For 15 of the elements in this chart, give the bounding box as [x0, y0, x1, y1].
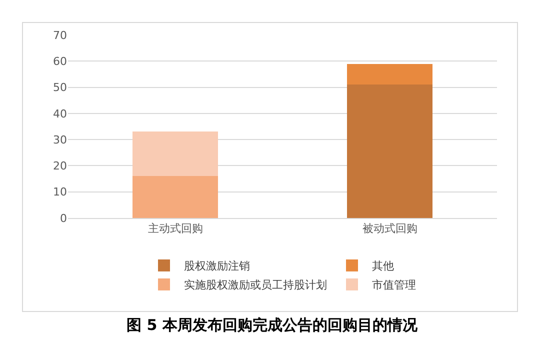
y-tick-label: 20 — [53, 160, 67, 173]
x-tick-label: 被动式回购 — [362, 222, 418, 236]
text: 图 5 本周发布回购完成公告的回购目的情况 — [126, 316, 418, 335]
y-tick-label: 30 — [53, 133, 67, 146]
legend-label: 其他 — [372, 260, 394, 273]
y-tick-label: 70 — [53, 28, 67, 42]
y-tick-label: 0 — [60, 212, 67, 225]
legend-label: 股权激励注销 — [184, 260, 250, 273]
legend-label: 实施股权激励或员工持股计划 — [184, 278, 327, 292]
y-tick-label: 40 — [53, 107, 67, 120]
legend-label: 市值管理 — [372, 278, 416, 292]
y-tick-label: 50 — [53, 81, 67, 94]
x-tick-label: 主动式回购 — [148, 222, 203, 236]
y-tick-label: 60 — [53, 54, 67, 68]
y-tick-label: 10 — [53, 186, 67, 199]
